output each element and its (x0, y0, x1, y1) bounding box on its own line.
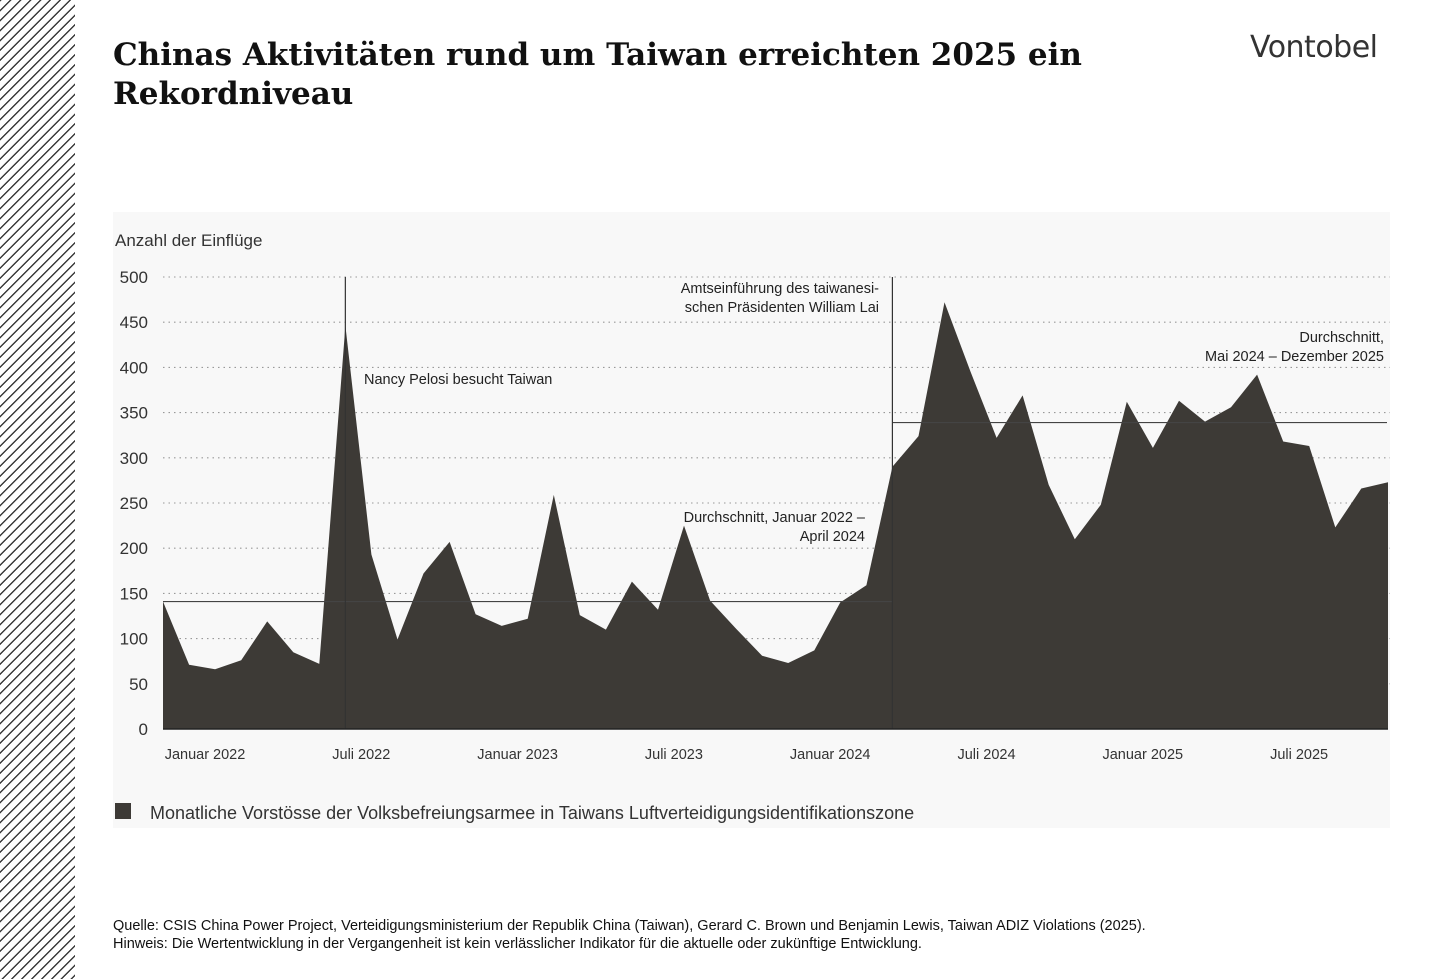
average-2-label: Mai 2024 – Dezember 2025 (1205, 349, 1384, 365)
y-tick-label-300: 300 (120, 449, 148, 468)
y-axis-label: Anzahl der Einflüge (115, 231, 262, 250)
y-tick-label-200: 200 (120, 539, 148, 558)
series-area (163, 302, 1388, 729)
pelosi-annotation: Nancy Pelosi besucht Taiwan (364, 372, 552, 388)
series-area-layer (163, 302, 1388, 729)
average-lines (163, 421, 1387, 603)
disclaimer-note: Hinweis: Die Wertentwicklung in der Verg… (113, 936, 922, 952)
legend-swatch (115, 803, 131, 819)
x-tick-label: Juli 2022 (332, 747, 390, 763)
event-lines (344, 277, 894, 729)
legend-label: Monatliche Vorstösse der Volksbefreiungs… (150, 803, 914, 823)
y-tick-label-350: 350 (120, 404, 148, 423)
source-note: Quelle: CSIS China Power Project, Vertei… (113, 918, 1146, 934)
hatched-border-decoration (0, 0, 75, 979)
x-tick-label: Januar 2022 (165, 747, 246, 763)
vontobel-logo: Vontobel (1250, 30, 1378, 65)
x-tick-label: Juli 2024 (957, 747, 1015, 763)
y-tick-label-0: 0 (139, 720, 148, 739)
y-tick-label-150: 150 (120, 584, 148, 603)
x-tick-label: Januar 2024 (790, 747, 871, 763)
average-1-label: April 2024 (800, 529, 865, 545)
lai-annotation: Amtseinführung des taiwanesi- (681, 281, 879, 297)
x-tick-label: Januar 2023 (477, 747, 558, 763)
y-tick-label-50: 50 (129, 675, 148, 694)
average-2-label: Durchschnitt, (1299, 330, 1384, 346)
y-tick-label-450: 450 (120, 313, 148, 332)
footer: Quelle: CSIS China Power Project, Vertei… (113, 917, 1146, 953)
x-tick-label: Juli 2025 (1270, 747, 1328, 763)
average-1-label: Durchschnitt, Januar 2022 – (684, 510, 866, 526)
y-tick-label-100: 100 (120, 630, 148, 649)
y-tick-label-400: 400 (120, 358, 148, 377)
chart-labels: Anzahl der Einflüge 0 50 100 150 200 250 300 350… (115, 231, 1384, 823)
y-tick-label-500: 500 (120, 268, 148, 287)
x-tick-label: Januar 2025 (1102, 747, 1183, 763)
lai-annotation: schen Präsidenten William Lai (685, 300, 879, 316)
page-title: Chinas Aktivitäten rund um Taiwan erreic… (113, 37, 1082, 112)
y-tick-label-250: 250 (120, 494, 148, 513)
x-tick-label: Juli 2023 (645, 747, 703, 763)
